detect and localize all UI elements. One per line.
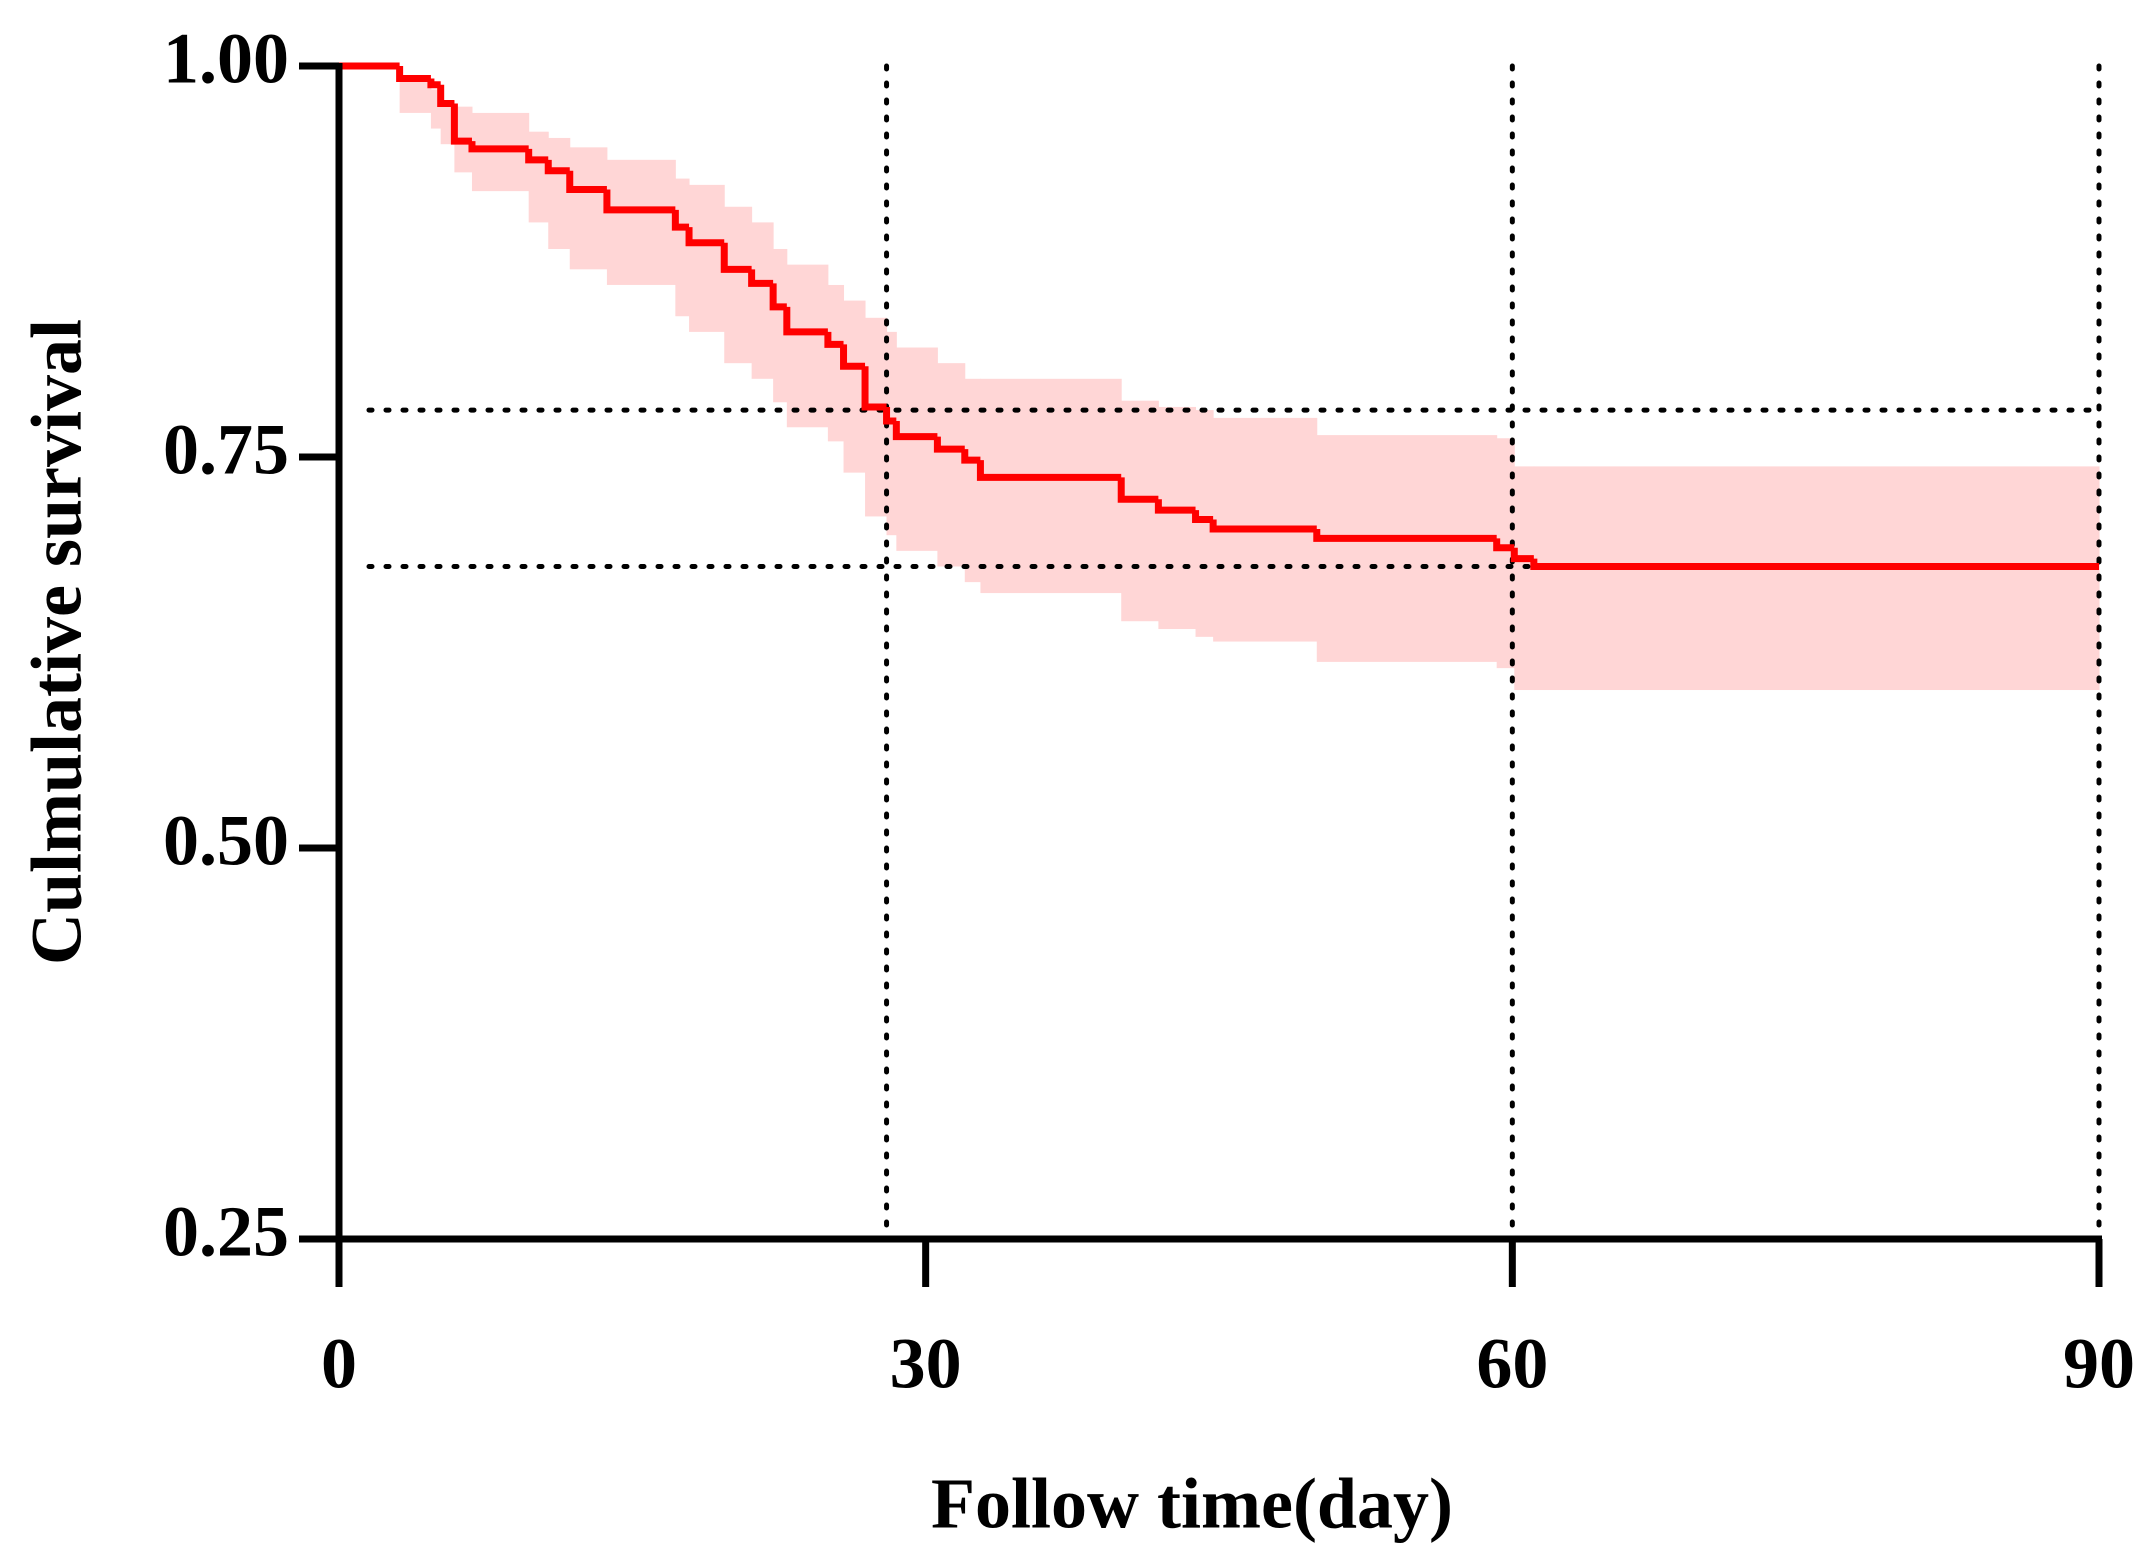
survival-step bbox=[861, 366, 887, 411]
confidence-band bbox=[1514, 466, 1535, 691]
x-axis-label: Follow time(day) bbox=[931, 1464, 1453, 1544]
confidence-band bbox=[865, 317, 888, 517]
confidence-band bbox=[1121, 400, 1159, 622]
survival-step bbox=[1510, 547, 1534, 563]
y-tick-label: 0.75 bbox=[163, 410, 289, 490]
confidence-band bbox=[896, 347, 938, 551]
survival-step bbox=[437, 84, 455, 108]
survival-step bbox=[892, 421, 938, 441]
survival-step bbox=[468, 141, 529, 153]
y-tick-label: 0.25 bbox=[163, 1192, 289, 1272]
survival-step bbox=[748, 269, 774, 287]
confidence-band bbox=[886, 331, 897, 536]
survival-step bbox=[769, 283, 787, 311]
confidence-band bbox=[1316, 435, 1498, 662]
survival-step bbox=[544, 159, 570, 175]
confidence-band bbox=[786, 264, 829, 428]
survival-step bbox=[671, 209, 690, 231]
survival-step bbox=[525, 148, 549, 164]
y-tick-label: 1.00 bbox=[163, 19, 289, 99]
survival-step bbox=[1117, 477, 1159, 503]
survival-step bbox=[1530, 558, 2099, 570]
confidence-band bbox=[827, 284, 845, 442]
survival-step bbox=[1493, 538, 1515, 552]
confidence-band bbox=[843, 300, 866, 473]
survival-step bbox=[1209, 519, 1317, 533]
x-tick-label: 0 bbox=[321, 1324, 357, 1404]
confidence-band bbox=[430, 89, 442, 129]
survival-step bbox=[685, 227, 725, 247]
confidence-band bbox=[724, 206, 753, 364]
survival-step bbox=[783, 306, 828, 336]
survival-step bbox=[720, 242, 752, 273]
y-axis-label: Culmulative survival bbox=[17, 319, 97, 965]
confidence-band bbox=[606, 159, 676, 285]
survival-step bbox=[450, 103, 472, 145]
survival-step bbox=[1154, 499, 1196, 514]
confidence-band bbox=[528, 131, 549, 223]
confidence-band bbox=[399, 81, 432, 113]
survival-step bbox=[933, 436, 965, 453]
survival-step bbox=[824, 331, 844, 348]
y-tick-label: 0.50 bbox=[163, 801, 289, 881]
survival-step bbox=[1313, 528, 1497, 542]
survival-step bbox=[1192, 510, 1214, 524]
confidence-band bbox=[548, 137, 571, 249]
confidence-band bbox=[689, 184, 725, 332]
survival-step bbox=[603, 189, 676, 214]
survival-step bbox=[976, 460, 1122, 481]
survival-step bbox=[961, 449, 981, 464]
confidence-band bbox=[1533, 466, 2100, 691]
confidence-band bbox=[937, 363, 966, 567]
confidence-band bbox=[569, 147, 608, 270]
confidence-band bbox=[964, 378, 981, 583]
x-tick-label: 60 bbox=[1476, 1324, 1548, 1404]
confidence-band bbox=[1195, 410, 1214, 637]
confidence-band bbox=[675, 178, 690, 317]
survival-step bbox=[840, 344, 866, 370]
x-tick-label: 30 bbox=[890, 1324, 962, 1404]
survival-step bbox=[566, 170, 607, 194]
survival-step bbox=[427, 78, 441, 89]
confidence-band bbox=[751, 222, 774, 379]
confidence-band bbox=[773, 248, 788, 403]
confidence-band bbox=[980, 378, 1122, 594]
x-tick-label: 90 bbox=[2063, 1324, 2135, 1404]
survival-step bbox=[396, 66, 431, 83]
confidence-band bbox=[1158, 406, 1197, 630]
